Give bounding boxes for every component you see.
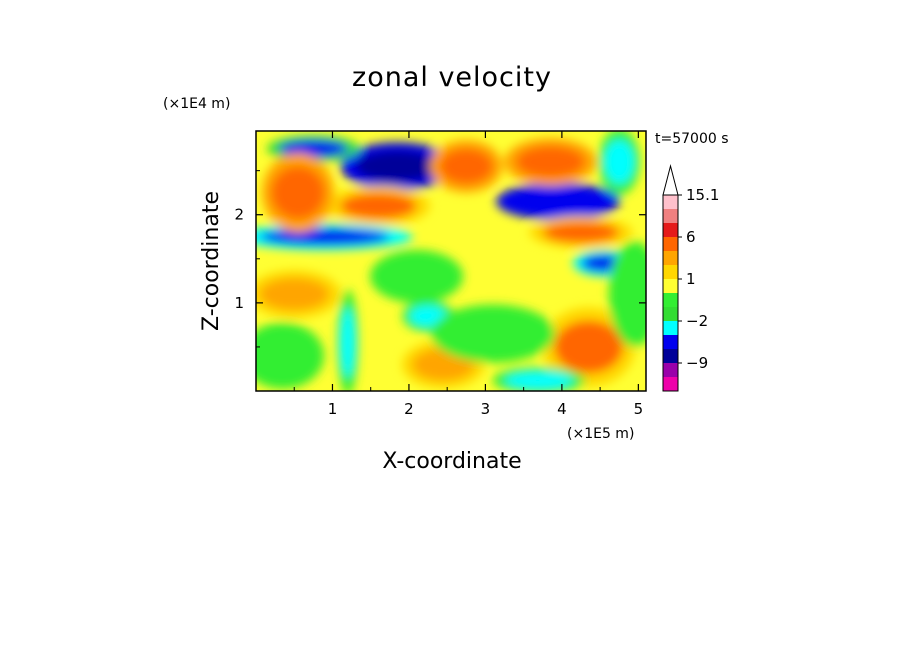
colorbar-label: 1 — [686, 270, 696, 288]
x-tick-label: 2 — [404, 400, 414, 418]
colorbar-label: 6 — [686, 228, 696, 246]
x-tick-label: 1 — [328, 400, 338, 418]
field-feature — [512, 189, 604, 214]
field-feature — [355, 150, 440, 183]
time-annotation: t=57000 s — [655, 131, 729, 147]
colorbar-band — [663, 195, 678, 209]
field-feature — [447, 314, 539, 354]
field-feature — [271, 166, 325, 220]
colorbar-band — [663, 335, 678, 349]
field-feature — [615, 258, 646, 330]
field-feature — [439, 148, 494, 184]
x-axis-unit: (×1E5 m) — [567, 426, 634, 442]
colorbar-band — [663, 251, 678, 265]
colorbar-band — [663, 377, 678, 391]
field-feature — [504, 371, 574, 390]
plot-area — [255, 130, 647, 392]
colorbar-band — [663, 223, 678, 237]
field-feature — [382, 258, 451, 295]
field-feature — [516, 145, 585, 178]
colorbar: 15.1 6 1 −2 −9 — [662, 164, 719, 392]
colorbar-band — [663, 237, 678, 251]
colorbar-band — [663, 363, 678, 377]
x-axis: 1 2 3 4 5 — [293, 131, 644, 418]
x-tick-label: 3 — [481, 400, 491, 418]
colorbar-label: −9 — [686, 354, 708, 372]
chart-title: zonal velocity — [352, 62, 552, 93]
field-feature — [259, 227, 390, 246]
colorbar-label: −2 — [686, 312, 708, 330]
colorbar-band — [663, 293, 678, 307]
field-feature — [259, 278, 329, 310]
colorbar-band — [663, 321, 678, 335]
field-feature — [340, 192, 417, 220]
field-feature — [603, 139, 635, 184]
x-tick-label: 4 — [557, 400, 567, 418]
colorbar-label: 15.1 — [686, 186, 719, 204]
colorbar-band — [663, 209, 678, 223]
field-feature — [340, 307, 356, 378]
y-axis-title: Z-coordinate — [199, 191, 224, 331]
colorbar-band — [663, 265, 678, 279]
plot-frame — [255, 130, 647, 392]
colorbar-arrow — [662, 164, 679, 196]
x-tick-label: 5 — [634, 400, 644, 418]
colorbar-band — [663, 279, 678, 293]
field-feature — [542, 221, 620, 243]
y-tick-label: 1 — [234, 294, 244, 312]
field-feature — [256, 333, 314, 378]
field-feature — [278, 139, 348, 158]
colorbar-frame — [662, 194, 679, 392]
y-tick-label: 2 — [234, 206, 244, 224]
colorbar-band — [663, 307, 678, 321]
field-feature — [554, 320, 624, 374]
y-axis: 12 — [234, 170, 646, 348]
y-axis-unit: (×1E4 m) — [163, 96, 230, 112]
colorbar-band — [663, 349, 678, 363]
velocity-field — [256, 131, 646, 391]
x-axis-title: X-coordinate — [382, 449, 521, 474]
